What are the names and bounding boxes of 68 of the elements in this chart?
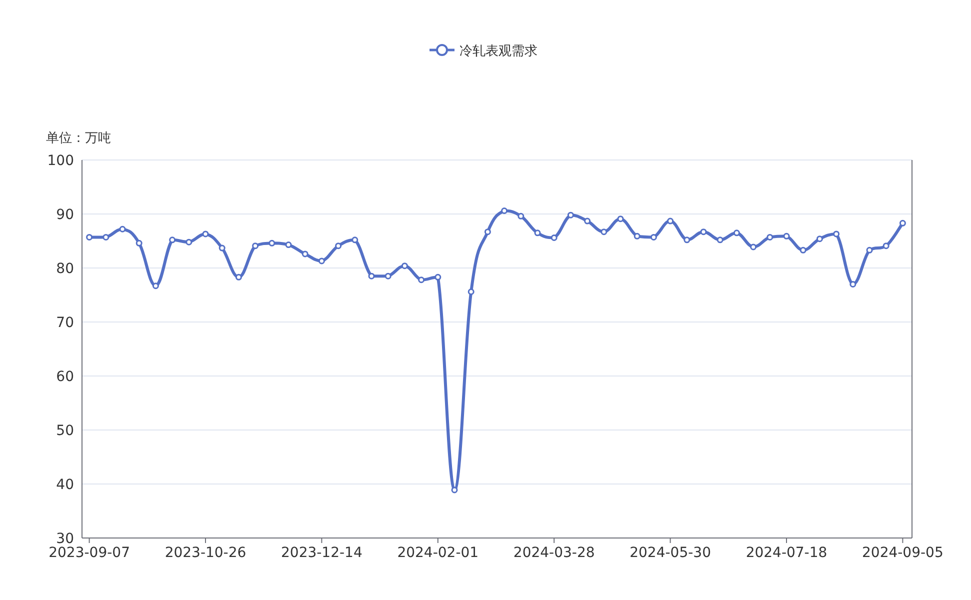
x-tick-label: 2023-10-26 — [164, 545, 246, 561]
point — [550, 234, 558, 242]
x-tick-label: 2024-05-30 — [630, 545, 711, 561]
point — [882, 242, 890, 250]
x-tick-label: 2024-07-18 — [746, 545, 828, 561]
point — [368, 272, 375, 280]
point — [733, 230, 740, 236]
point — [716, 236, 724, 244]
point — [750, 244, 757, 250]
point — [102, 234, 110, 240]
point — [401, 262, 408, 270]
point — [783, 232, 790, 240]
point — [667, 218, 674, 224]
point — [899, 220, 906, 226]
y-tick-label: 70 — [56, 315, 74, 331]
point — [152, 282, 159, 290]
point — [335, 242, 342, 250]
point — [468, 288, 474, 296]
point — [816, 236, 823, 242]
point — [186, 238, 192, 246]
point — [384, 272, 392, 280]
y-tick-label: 60 — [56, 369, 74, 385]
point — [268, 240, 276, 246]
y-axis-title: 单位：万吨 — [46, 131, 111, 146]
point — [218, 244, 226, 252]
point — [202, 230, 209, 238]
y-tick-label: 100 — [47, 153, 74, 169]
point — [700, 228, 707, 236]
point — [833, 230, 840, 238]
point — [484, 228, 491, 236]
point — [285, 242, 292, 248]
point — [136, 240, 142, 246]
y-tick-label: 50 — [56, 423, 74, 439]
legend-label: 冷轧表观需求 — [460, 44, 538, 59]
point — [318, 258, 325, 264]
point — [766, 234, 774, 240]
x-tick-label: 2024-09-05 — [862, 545, 944, 561]
point — [434, 274, 442, 280]
x-tick-label: 2024-02-01 — [397, 545, 479, 561]
point — [235, 274, 242, 280]
point — [850, 280, 856, 288]
point — [584, 218, 591, 224]
x-tick-label: 2024-03-28 — [513, 545, 595, 561]
point — [169, 236, 176, 244]
point — [418, 276, 425, 284]
point — [866, 246, 873, 254]
point — [650, 234, 657, 240]
point — [617, 216, 624, 222]
point — [252, 242, 259, 250]
y-tick-label: 80 — [56, 261, 74, 277]
point — [600, 228, 608, 236]
point — [534, 230, 541, 236]
point — [86, 234, 93, 240]
point — [352, 236, 358, 244]
point — [634, 232, 640, 240]
point — [451, 486, 458, 494]
point — [518, 212, 524, 220]
point — [501, 208, 508, 214]
point — [567, 212, 574, 218]
y-tick-label: 90 — [56, 207, 74, 223]
point — [302, 250, 308, 258]
x-tick-label: 2023-09-07 — [48, 545, 130, 561]
y-tick-label: 40 — [56, 477, 74, 493]
point — [119, 226, 126, 232]
point — [684, 236, 690, 244]
point — [800, 246, 806, 254]
y-tick-label: 30 — [56, 531, 74, 547]
x-tick-label: 2023-12-14 — [281, 545, 362, 561]
